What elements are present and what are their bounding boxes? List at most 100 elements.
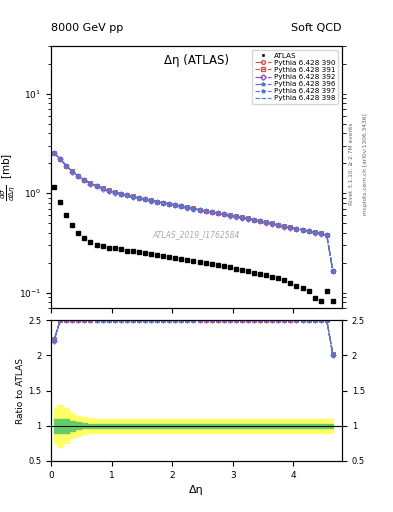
Pythia 6.428 396: [221, 211, 226, 217]
Pythia 6.428 398: [294, 225, 299, 231]
Pythia 6.428 396: [88, 180, 93, 186]
Pythia 6.428 398: [143, 196, 147, 202]
Pythia 6.428 392: [143, 197, 147, 203]
Pythia 6.428 392: [58, 156, 62, 162]
Pythia 6.428 392: [221, 211, 226, 218]
Text: mcplots.cern.ch [arXiv:1306.3436]: mcplots.cern.ch [arXiv:1306.3436]: [363, 113, 368, 215]
Pythia 6.428 396: [185, 204, 190, 210]
Pythia 6.428 390: [203, 208, 208, 214]
ATLAS: [143, 250, 147, 257]
ATLAS: [161, 253, 165, 259]
Pythia 6.428 398: [282, 223, 287, 229]
Pythia 6.428 397: [318, 230, 323, 237]
Pythia 6.428 390: [233, 214, 238, 220]
Pythia 6.428 391: [221, 211, 226, 217]
Pythia 6.428 396: [270, 221, 275, 227]
Pythia 6.428 397: [276, 222, 281, 228]
ATLAS: [318, 298, 323, 304]
Pythia 6.428 398: [300, 226, 305, 232]
Pythia 6.428 396: [258, 218, 263, 224]
Pythia 6.428 392: [82, 177, 87, 183]
Pythia 6.428 398: [252, 217, 256, 223]
Pythia 6.428 397: [324, 232, 329, 238]
Pythia 6.428 397: [88, 181, 93, 187]
Pythia 6.428 396: [106, 187, 111, 194]
Pythia 6.428 397: [155, 199, 160, 205]
ATLAS: [149, 251, 153, 257]
ATLAS: [137, 249, 141, 255]
Pythia 6.428 397: [240, 215, 244, 221]
Line: Pythia 6.428 397: Pythia 6.428 397: [52, 151, 335, 273]
Pythia 6.428 398: [112, 189, 117, 195]
ATLAS: [306, 288, 311, 294]
Pythia 6.428 397: [312, 229, 317, 236]
Pythia 6.428 390: [149, 198, 153, 204]
Pythia 6.428 397: [221, 211, 226, 218]
Pythia 6.428 397: [282, 223, 287, 229]
Pythia 6.428 391: [130, 194, 135, 200]
ATLAS: [288, 280, 293, 286]
Pythia 6.428 391: [215, 210, 220, 216]
Pythia 6.428 390: [191, 206, 196, 212]
ATLAS: [233, 266, 238, 272]
Pythia 6.428 398: [228, 212, 232, 218]
Pythia 6.428 391: [324, 232, 329, 238]
Line: ATLAS: ATLAS: [52, 185, 335, 304]
Pythia 6.428 398: [161, 200, 165, 206]
Pythia 6.428 398: [70, 168, 75, 175]
Pythia 6.428 396: [318, 230, 323, 237]
Pythia 6.428 397: [100, 185, 105, 191]
Pythia 6.428 392: [270, 221, 275, 227]
ATLAS: [76, 230, 81, 236]
Pythia 6.428 391: [331, 268, 335, 274]
Pythia 6.428 398: [197, 207, 202, 213]
ATLAS: [264, 272, 268, 279]
Pythia 6.428 390: [167, 201, 172, 207]
Pythia 6.428 396: [300, 227, 305, 233]
Pythia 6.428 391: [276, 222, 281, 228]
Pythia 6.428 396: [161, 200, 165, 206]
Pythia 6.428 397: [52, 150, 57, 156]
Pythia 6.428 396: [331, 268, 335, 274]
Pythia 6.428 396: [294, 226, 299, 232]
Pythia 6.428 391: [312, 229, 317, 235]
ATLAS: [58, 199, 62, 205]
Pythia 6.428 397: [246, 216, 250, 222]
Pythia 6.428 397: [106, 188, 111, 194]
Pythia 6.428 398: [276, 222, 281, 228]
Pythia 6.428 398: [179, 203, 184, 209]
Pythia 6.428 397: [191, 206, 196, 212]
Line: Pythia 6.428 392: Pythia 6.428 392: [52, 151, 335, 273]
Text: ATLAS_2019_I1762584: ATLAS_2019_I1762584: [153, 230, 240, 239]
Pythia 6.428 390: [312, 229, 317, 236]
Pythia 6.428 397: [58, 156, 62, 162]
ATLAS: [94, 242, 99, 248]
Pythia 6.428 397: [64, 163, 69, 169]
Pythia 6.428 391: [70, 168, 75, 175]
Pythia 6.428 392: [294, 226, 299, 232]
Pythia 6.428 398: [191, 205, 196, 211]
Pythia 6.428 396: [282, 223, 287, 229]
Pythia 6.428 397: [233, 214, 238, 220]
Pythia 6.428 392: [246, 216, 250, 222]
Pythia 6.428 396: [203, 208, 208, 214]
Pythia 6.428 396: [70, 168, 75, 175]
Line: Pythia 6.428 396: Pythia 6.428 396: [52, 151, 335, 273]
Pythia 6.428 390: [125, 192, 129, 198]
Pythia 6.428 396: [233, 214, 238, 220]
Pythia 6.428 396: [228, 212, 232, 218]
Pythia 6.428 391: [155, 199, 160, 205]
Pythia 6.428 396: [130, 194, 135, 200]
Pythia 6.428 391: [125, 192, 129, 198]
Pythia 6.428 391: [209, 209, 214, 215]
Pythia 6.428 392: [161, 200, 165, 206]
Pythia 6.428 392: [276, 222, 281, 228]
Pythia 6.428 392: [258, 218, 263, 224]
Pythia 6.428 390: [288, 224, 293, 230]
Pythia 6.428 396: [209, 209, 214, 215]
Pythia 6.428 390: [306, 228, 311, 234]
Pythia 6.428 390: [318, 230, 323, 237]
Pythia 6.428 390: [88, 181, 93, 187]
Pythia 6.428 396: [288, 224, 293, 230]
Pythia 6.428 396: [76, 173, 81, 179]
